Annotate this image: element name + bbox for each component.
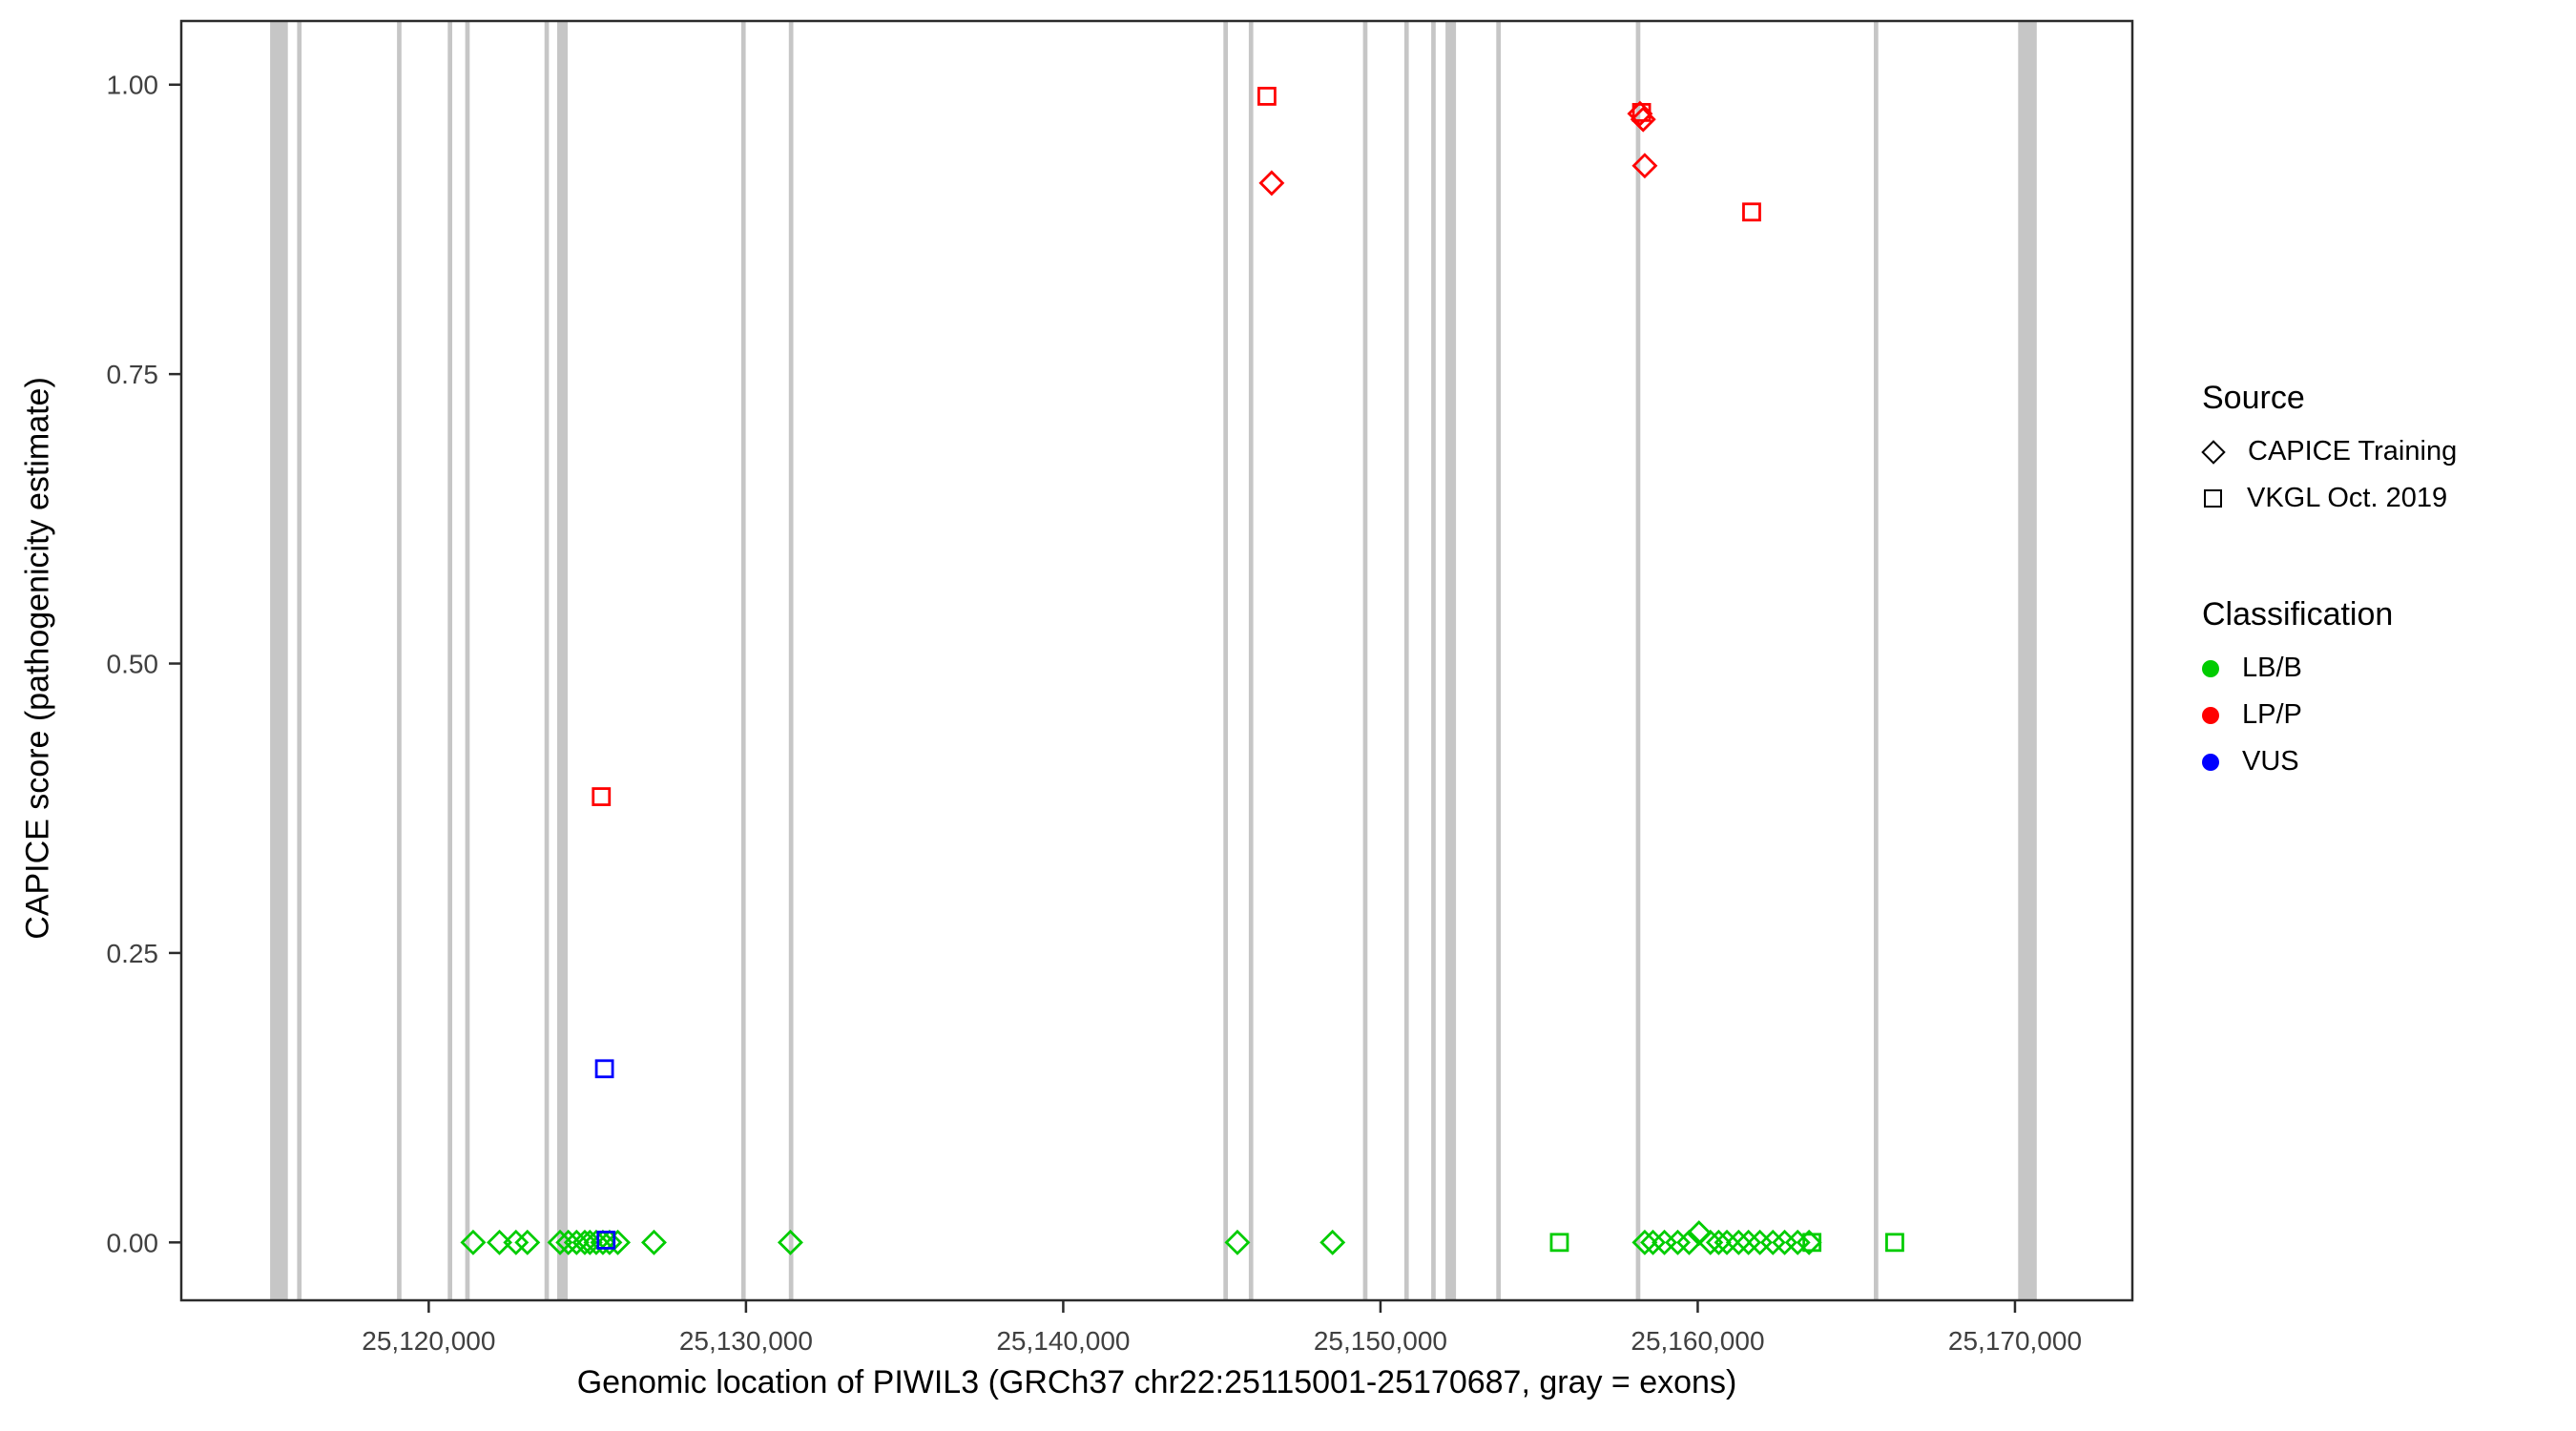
square-marker-icon: [2204, 489, 2222, 508]
legend-item-label: VKGL Oct. 2019: [2247, 483, 2448, 513]
legend-item-vkgl: VKGL Oct. 2019: [2202, 483, 2457, 514]
legend-group-classification: Classification LB/B LP/P VUS: [2202, 596, 2457, 793]
y-tick-label: 0.00: [107, 1228, 159, 1257]
data-point-diamond: [1258, 170, 1285, 197]
legend-item-label: LP/P: [2242, 699, 2302, 730]
exon-bar: [1445, 21, 1457, 1300]
exon-bar: [447, 21, 452, 1300]
data-point-diamond: [1714, 1229, 1740, 1255]
data-point-diamond: [1631, 153, 1658, 179]
data-point-diamond: [1640, 1229, 1667, 1255]
x-tick-label: 25,130,000: [679, 1326, 813, 1356]
x-tick-label: 25,150,000: [1314, 1326, 1447, 1356]
legend-classification-title: Classification: [2202, 596, 2394, 633]
exon-bar: [557, 21, 568, 1300]
y-tick-label: 1.00: [107, 71, 159, 100]
exon-bar: [1874, 21, 1879, 1300]
data-point-diamond: [1631, 1229, 1658, 1255]
exon-bar: [1496, 21, 1501, 1300]
data-point-square: [592, 787, 612, 806]
data-point-diamond: [1224, 1229, 1251, 1255]
exon-bar: [465, 21, 470, 1300]
exon-bar: [740, 21, 746, 1300]
legend-item-vus: VUS: [2202, 746, 2457, 778]
exon-bar: [2018, 21, 2037, 1300]
data-point-diamond: [1759, 1229, 1786, 1255]
legend: Source CAPICE Training VKGL Oct. 2019 Cl…: [2201, 380, 2458, 793]
y-tick-label: 0.75: [107, 360, 159, 389]
diamond-marker-icon: [2201, 439, 2226, 465]
x-tick-label: 25,170,000: [1948, 1326, 2082, 1356]
exon-bar: [544, 21, 550, 1300]
blue-dot-icon: [2202, 753, 2219, 771]
legend-item-lpp: LP/P: [2202, 699, 2457, 731]
legend-item-label: LB/B: [2242, 653, 2302, 683]
exon-bar: [1223, 21, 1228, 1300]
legend-item-capice-training: CAPICE Training: [2201, 436, 2458, 467]
data-point-square: [596, 1230, 616, 1250]
data-point-square: [594, 1059, 614, 1079]
data-point-diamond: [1686, 1220, 1713, 1247]
data-point-diamond: [460, 1229, 487, 1255]
exon-bar: [397, 21, 402, 1300]
data-point-diamond: [777, 1229, 803, 1255]
data-point-diamond: [640, 1229, 667, 1255]
data-point-square: [1802, 1233, 1822, 1253]
data-point-square: [1549, 1233, 1569, 1253]
legend-item-label: VUS: [2242, 746, 2299, 777]
exon-bar: [270, 21, 288, 1300]
data-point-diamond: [1725, 1229, 1752, 1255]
data-point-diamond: [605, 1229, 632, 1255]
exon-bar: [1362, 21, 1368, 1300]
legend-item-lbb: LB/B: [2202, 653, 2457, 684]
exon-bar: [1431, 21, 1436, 1300]
data-point-diamond: [571, 1229, 598, 1255]
x-tick-label: 25,120,000: [362, 1326, 495, 1356]
data-point-diamond: [1705, 1229, 1732, 1255]
x-axis-title: Genomic location of PIWIL3 (GRCh37 chr22…: [576, 1364, 1737, 1400]
data-point-square: [1885, 1233, 1904, 1253]
y-axis-title: CAPICE score (pathogenicity estimate): [19, 377, 56, 940]
legend-item-label: CAPICE Training: [2248, 436, 2458, 467]
exon-bar: [1403, 21, 1409, 1300]
data-point-square: [1631, 102, 1652, 122]
data-point-diamond: [1796, 1229, 1822, 1255]
data-point-diamond: [1319, 1229, 1346, 1255]
exon-bar: [297, 21, 302, 1300]
data-point-diamond: [503, 1229, 530, 1255]
y-tick-label: 0.25: [107, 939, 159, 968]
data-point-diamond: [1735, 1229, 1762, 1255]
legend-source-title: Source: [2202, 380, 2305, 416]
data-point-diamond: [596, 1229, 623, 1255]
data-point-diamond: [1675, 1229, 1702, 1255]
green-dot-icon: [2202, 659, 2219, 677]
legend-group-source: Source CAPICE Training VKGL Oct. 2019: [2201, 380, 2458, 529]
data-point-square: [1257, 86, 1277, 106]
data-point-diamond: [514, 1229, 541, 1255]
red-dot-icon: [2202, 706, 2219, 724]
data-point-diamond: [1665, 1229, 1691, 1255]
panel-border: [179, 19, 2134, 1302]
exon-bar: [1248, 21, 1254, 1300]
data-point-diamond: [1697, 1229, 1724, 1255]
x-tick-label: 25,140,000: [996, 1326, 1130, 1356]
exon-bar: [788, 21, 794, 1300]
exon-bar: [1635, 21, 1641, 1300]
y-tick-label: 0.50: [107, 650, 159, 679]
data-point-square: [1742, 202, 1761, 222]
data-point-diamond: [487, 1229, 512, 1255]
x-tick-label: 25,160,000: [1631, 1326, 1764, 1356]
